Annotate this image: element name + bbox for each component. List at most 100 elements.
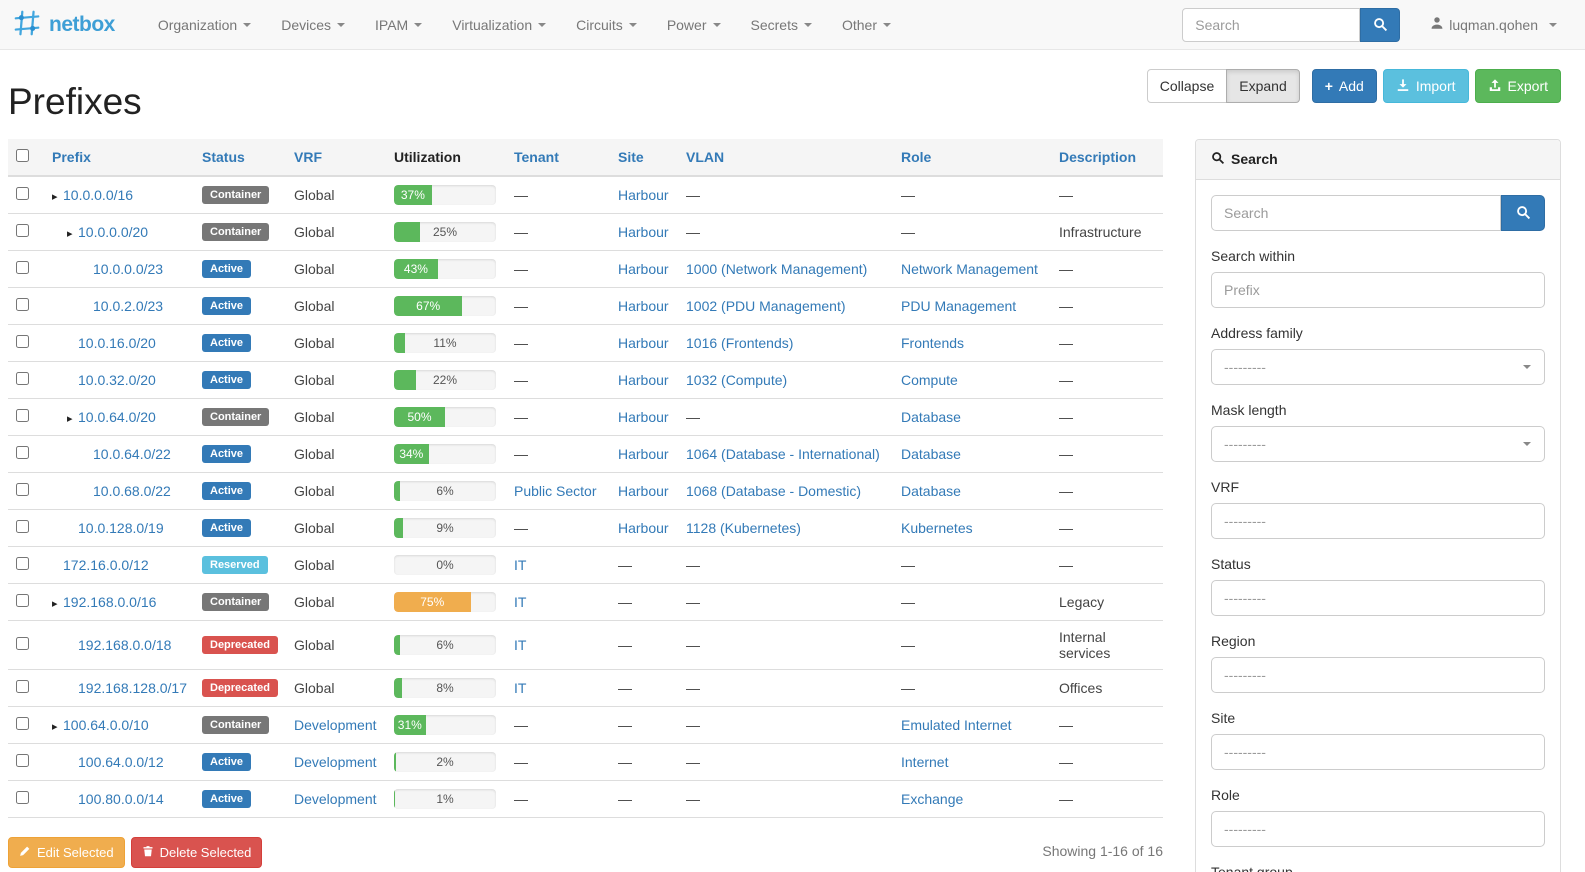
add-button[interactable]: + Add [1311,69,1377,103]
select-all-checkbox[interactable] [16,148,29,162]
nav-menu-item[interactable]: IPAM [360,0,437,50]
filter-select[interactable]: --------- [1211,348,1545,385]
prefix-link[interactable]: 10.0.0.0/23 [93,260,164,277]
row-checkbox[interactable] [16,445,29,459]
collapse-button[interactable]: Collapse [1146,69,1228,103]
row-checkbox[interactable] [16,408,29,422]
cell-link[interactable]: IT [514,556,527,573]
cell-link[interactable]: Harbour [618,482,669,499]
filter-select[interactable]: --------- [1211,425,1545,462]
prefix-link[interactable]: 10.0.68.0/22 [93,482,171,499]
row-checkbox[interactable] [16,297,29,311]
cell-link[interactable]: Harbour [618,223,669,240]
cell-link[interactable]: 1068 (Database - Domestic) [686,482,862,499]
filter-select[interactable]: --------- [1211,656,1545,693]
row-checkbox[interactable] [16,186,29,200]
filter-select[interactable]: --------- [1211,502,1545,539]
cell-link[interactable]: 1064 (Database - International) [686,445,880,462]
row-checkbox[interactable] [16,371,29,385]
cell-link[interactable]: Harbour [618,408,669,425]
prefix-link[interactable]: 10.0.64.0/20 [78,408,156,425]
cell-link[interactable]: Harbour [618,445,669,462]
expand-caret-icon[interactable]: ▸ [52,720,58,733]
column-header[interactable]: Site [610,138,678,177]
expand-caret-icon[interactable]: ▸ [67,412,73,425]
nav-menu-item[interactable]: Circuits [561,0,652,50]
column-header[interactable]: Status [194,138,286,177]
cell-link[interactable]: Database [901,445,961,462]
prefix-link[interactable]: 100.64.0.0/12 [78,753,164,770]
row-checkbox[interactable] [16,636,29,650]
row-checkbox[interactable] [16,753,29,767]
cell-link[interactable]: Development [294,790,377,807]
global-search-input[interactable] [1182,7,1361,42]
prefix-link[interactable]: 100.64.0.0/10 [63,716,149,733]
global-search-button[interactable] [1360,7,1401,42]
filter-select[interactable]: --------- [1211,733,1545,770]
nav-menu-item[interactable]: Organization [143,0,266,50]
prefix-link[interactable]: 10.0.128.0/19 [78,519,164,536]
cell-link[interactable]: Public Sector [514,482,597,499]
row-checkbox[interactable] [16,223,29,237]
cell-link[interactable]: Harbour [618,186,669,203]
expand-caret-icon[interactable]: ▸ [52,190,58,203]
filter-select[interactable]: --------- [1211,579,1545,616]
prefix-link[interactable]: 10.0.64.0/22 [93,445,171,462]
cell-link[interactable]: Harbour [618,260,669,277]
nav-menu-item[interactable]: Secrets [736,0,827,50]
cell-link[interactable]: Database [901,408,961,425]
column-header[interactable]: VRF [286,138,386,177]
prefix-link[interactable]: 192.168.0.0/16 [63,593,157,610]
import-button[interactable]: Import [1382,69,1469,103]
nav-menu-item[interactable]: Virtualization [437,0,561,50]
row-checkbox[interactable] [16,334,29,348]
cell-link[interactable]: Harbour [618,334,669,351]
cell-link[interactable]: Harbour [618,371,669,388]
edit-selected-button[interactable]: Edit Selected [8,836,125,868]
prefix-link[interactable]: 192.168.128.0/17 [78,679,187,696]
prefix-link[interactable]: 10.0.0.0/16 [63,186,134,203]
column-header[interactable]: Prefix [44,138,194,177]
expand-caret-icon[interactable]: ▸ [52,597,58,610]
cell-link[interactable]: Development [294,753,377,770]
cell-link[interactable]: 1002 (PDU Management) [686,297,846,314]
row-checkbox[interactable] [16,679,29,693]
cell-link[interactable]: Exchange [901,790,964,807]
cell-link[interactable]: Harbour [618,297,669,314]
row-checkbox[interactable] [16,790,29,804]
cell-link[interactable]: 1016 (Frontends) [686,334,794,351]
cell-link[interactable]: Compute [901,371,958,388]
row-checkbox[interactable] [16,593,29,607]
cell-link[interactable]: IT [514,593,527,610]
prefix-link[interactable]: 172.16.0.0/12 [63,556,149,573]
row-checkbox[interactable] [16,260,29,274]
filter-input[interactable] [1211,271,1545,308]
cell-link[interactable]: 1000 (Network Management) [686,260,868,277]
prefix-link[interactable]: 10.0.32.0/20 [78,371,156,388]
filter-select[interactable]: --------- [1211,810,1545,847]
prefix-link[interactable]: 10.0.16.0/20 [78,334,156,351]
cell-link[interactable]: Harbour [618,519,669,536]
cell-link[interactable]: Kubernetes [901,519,973,536]
export-button[interactable]: Export [1474,69,1561,103]
cell-link[interactable]: Database [901,482,961,499]
column-header[interactable]: Tenant [506,138,610,177]
prefix-link[interactable]: 10.0.0.0/20 [78,223,149,240]
prefix-link[interactable]: 100.80.0.0/14 [78,790,164,807]
cell-link[interactable]: Internet [901,753,949,770]
cell-link[interactable]: 1032 (Compute) [686,371,788,388]
cell-link[interactable]: IT [514,679,527,696]
nav-menu-item[interactable]: Other [827,0,906,50]
expand-caret-icon[interactable]: ▸ [67,227,73,240]
row-checkbox[interactable] [16,482,29,496]
row-checkbox[interactable] [16,519,29,533]
user-menu[interactable]: luqman.qohen [1430,16,1557,33]
row-checkbox[interactable] [16,716,29,730]
expand-button[interactable]: Expand [1226,69,1300,103]
column-header[interactable]: Role [893,138,1051,177]
cell-link[interactable]: Development [294,716,377,733]
nav-menu-item[interactable]: Power [652,0,736,50]
column-header[interactable]: VLAN [678,138,893,177]
delete-selected-button[interactable]: Delete Selected [130,836,263,868]
cell-link[interactable]: PDU Management [901,297,1017,314]
